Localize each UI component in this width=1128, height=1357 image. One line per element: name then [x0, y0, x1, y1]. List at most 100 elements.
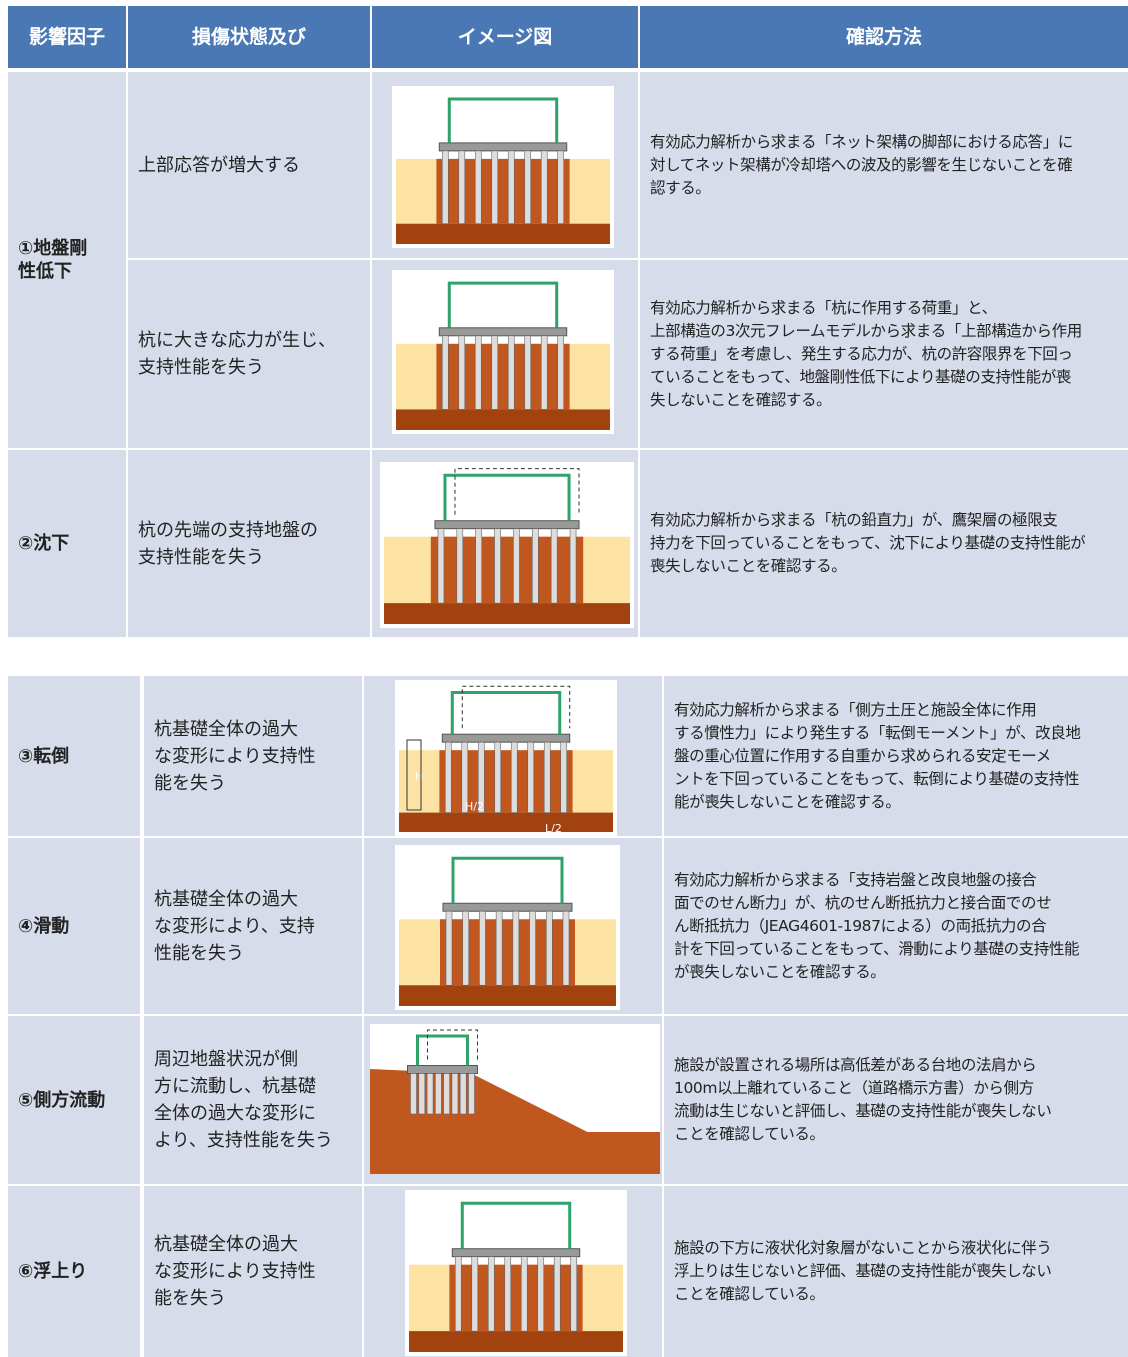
text-line: 杭基礎全体の過大	[154, 888, 298, 910]
text-line: 有効応力解析から求まる「支持岩盤と改良地盤の接合	[674, 870, 1037, 889]
frame	[447, 281, 559, 328]
text-line: 喪失しないことを確認する。	[650, 557, 847, 575]
text-line: 能が喪失しないことを確認する。	[674, 792, 901, 811]
displaced-frame	[454, 468, 580, 515]
pile	[451, 1073, 459, 1115]
image-diagram	[380, 462, 634, 628]
pile	[491, 150, 499, 225]
frame	[450, 690, 562, 735]
pile	[540, 335, 548, 410]
text-line: 対してネット架構が冷却塔への波及的影響を生じないことを確	[650, 155, 1073, 174]
header-cell: 損傷状態及び	[128, 6, 370, 68]
pile	[441, 150, 449, 225]
pile	[461, 741, 469, 813]
text-line: 上部応答が増大する	[138, 154, 300, 176]
text-line: ⑥浮上り	[18, 1261, 88, 1282]
ground	[370, 1069, 660, 1174]
method-cell: 有効応力解析から求まる「杭の鉛直力」が、鷹架層の極限支持力を下回っていることをも…	[640, 450, 1128, 637]
text-line: 盤の重心位置に作用する自重から求められる安定モーメ	[674, 746, 1051, 765]
pile	[557, 335, 565, 410]
pile	[524, 335, 532, 410]
text-line: ②沈下	[18, 533, 70, 554]
pile	[520, 1256, 528, 1332]
pile	[459, 1073, 467, 1115]
text-line: ことを確認している。	[674, 1285, 825, 1303]
text-line: 面でのせん断力」が、杭のせん断抵抗力と接合面でのせ	[674, 893, 1052, 912]
text-line: 性低下	[18, 261, 72, 282]
text-line: 流動は生じないと評価し、基礎の支持性能が喪失しない	[674, 1102, 1052, 1120]
text-line: 有効応力解析から求まる「杭の鉛直力」が、鷹架層の極限支	[650, 511, 1058, 529]
beam	[438, 327, 568, 337]
pile	[529, 910, 536, 986]
displaced-frame	[427, 1029, 478, 1060]
pile	[510, 741, 518, 813]
factor-cell: ⑤側方流動	[8, 1016, 140, 1184]
text-line: 有効応力解析から求まる「側方土圧と施設全体に作用	[674, 700, 1037, 719]
pile	[513, 528, 520, 604]
text-line: 能を失う	[154, 1288, 226, 1309]
text-line: 100m以上離れていること（道路橋示方書）から側方	[674, 1079, 1034, 1097]
text-line: 施設が設置される場所は高低差がある台地の法肩から	[674, 1056, 1037, 1074]
damage-cell: 杭に大きな応力が生じ、 支持性能を失う	[128, 260, 370, 448]
pile	[462, 910, 470, 986]
pile	[524, 150, 532, 225]
method-cell: 施設の下方に液状化対象層がないことから液状化に伴う 浮上りは生じないと評価、基礎の…	[664, 1186, 1128, 1357]
pile	[494, 528, 501, 604]
bedrock	[384, 603, 630, 624]
pile	[494, 741, 502, 813]
pile	[410, 1073, 417, 1115]
frame	[460, 1201, 572, 1249]
text-line: 施設の下方に液状化対象層がないことから液状化に伴う	[674, 1239, 1052, 1257]
image-diagram	[392, 270, 614, 434]
frame	[416, 1034, 469, 1066]
pile	[527, 741, 535, 813]
pile	[550, 528, 558, 604]
pile	[477, 741, 485, 813]
pile	[532, 528, 539, 604]
bedrock	[409, 1331, 623, 1352]
factor-cell: ②沈下	[8, 450, 126, 637]
factor-cell: ③転倒	[8, 676, 140, 836]
beam	[451, 1248, 581, 1258]
text-line: ていることをもって、地盤剛性低下により基礎の支持性能が喪	[650, 367, 1071, 386]
pile	[443, 1073, 450, 1115]
text-line: 杭に大きな応力が生じ、	[138, 330, 336, 351]
beam	[434, 520, 580, 530]
factor-cell: ④滑動	[8, 838, 140, 1014]
pile	[562, 910, 570, 986]
pile	[507, 150, 515, 225]
pile	[445, 910, 453, 986]
improved-ground	[440, 919, 575, 986]
text-line: 計を下回っていることをもって、滑動により基礎の支持性能	[674, 939, 1080, 958]
improved-ground	[449, 1264, 583, 1332]
header-cell: 影響因子	[8, 6, 126, 68]
text-line: 有効応力解析から求まる「ネット架構の脚部における応答」に	[650, 132, 1073, 151]
text-line: 杭の先端の支持地盤の	[138, 519, 318, 541]
text-line: 杭基礎全体の過大	[154, 1234, 298, 1255]
text-line: 持力を下回っていることをもって、沈下により基礎の支持性能が	[650, 534, 1086, 552]
header-text: 影響因子	[28, 25, 105, 48]
text-line: ことを確認している。	[674, 1125, 825, 1143]
pile	[454, 1256, 462, 1332]
text-line: 能を失う	[154, 772, 226, 794]
text-line: 方に流動し、杭基礎	[154, 1076, 316, 1097]
pile	[435, 1073, 442, 1115]
damage-cell: 杭基礎全体の過大 な変形により、支持 性能を失う	[144, 838, 362, 1014]
dimension	[406, 739, 422, 811]
pile	[512, 910, 520, 986]
pile	[468, 1073, 475, 1115]
displaced-frame	[461, 685, 571, 729]
bedrock	[396, 409, 610, 430]
pile	[504, 1256, 512, 1332]
beam	[407, 1065, 478, 1074]
header-text: 損傷状態及び	[191, 25, 306, 48]
text-line: ④滑動	[18, 915, 70, 937]
text-line: より、支持性能を失う	[154, 1130, 333, 1151]
pile	[557, 150, 565, 225]
pile	[487, 1256, 495, 1332]
beam	[438, 142, 568, 152]
damage-cell: 杭基礎全体の過大 な変形により支持性 能を失う	[144, 1186, 362, 1357]
text-line: な変形により支持性	[154, 1261, 316, 1282]
image-label: L/2	[545, 822, 562, 835]
